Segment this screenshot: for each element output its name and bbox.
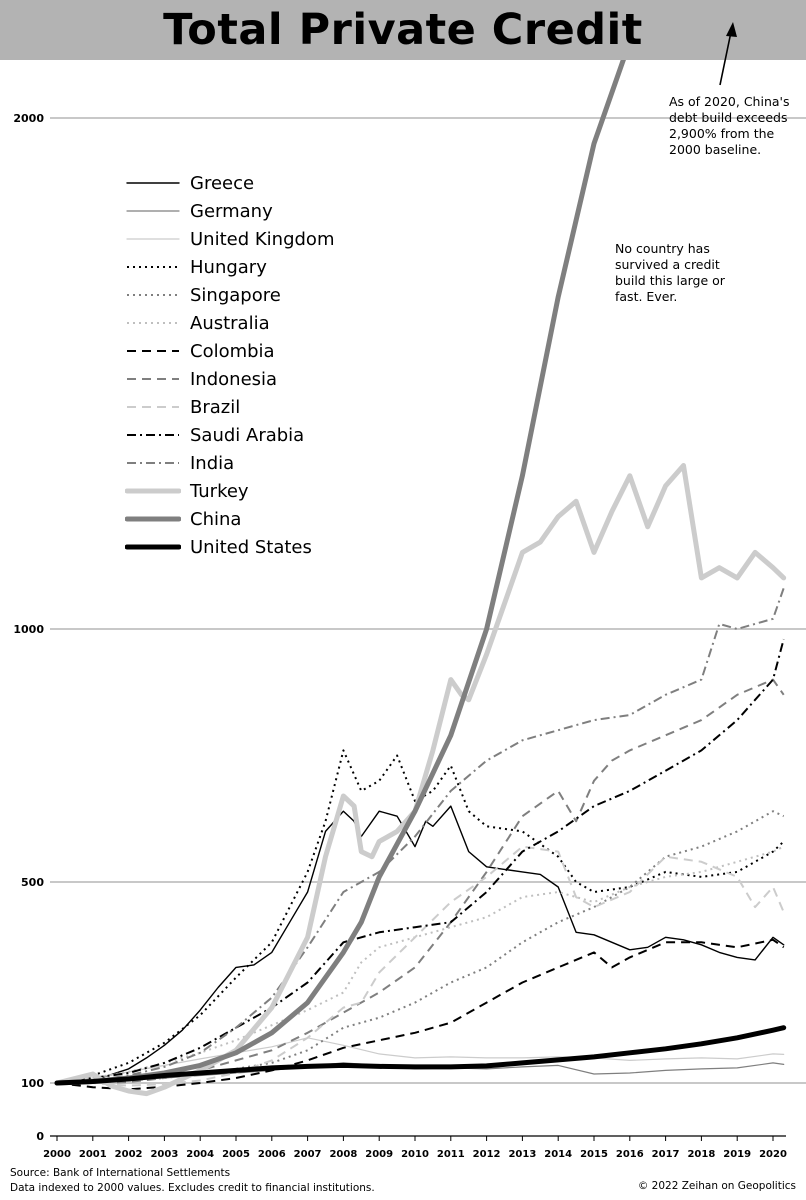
- y-tick-label: 1000: [13, 623, 44, 636]
- y-tick-label: 0: [36, 1130, 44, 1143]
- legend-label: Australia: [190, 313, 270, 334]
- legend-label: Hungary: [190, 257, 267, 278]
- legend-item-saudi-arabia: Saudi Arabia: [125, 424, 385, 450]
- y-tick-label: 100: [21, 1077, 44, 1090]
- legend-label: Saudi Arabia: [190, 425, 305, 446]
- legend-label: United States: [190, 537, 312, 558]
- x-tick-label: 2017: [652, 1149, 680, 1160]
- legend-item-colombia: Colombia: [125, 340, 385, 366]
- legend-item-singapore: Singapore: [125, 284, 385, 310]
- chart-title: Total Private Credit: [163, 5, 643, 55]
- x-tick-label: 2008: [329, 1149, 357, 1160]
- legend-item-united-kingdom: United Kingdom: [125, 228, 385, 254]
- legend-swatch: [127, 462, 179, 464]
- legend-item-brazil: Brazil: [125, 396, 385, 422]
- legend-item-india: India: [125, 452, 385, 478]
- x-tick-label: 2016: [616, 1149, 644, 1160]
- legend-item-united-states: United States: [125, 536, 385, 562]
- x-tick-label: 2009: [365, 1149, 393, 1160]
- annotation-line: 2,900% from the: [669, 126, 775, 141]
- legend-swatch: [127, 434, 179, 436]
- legend-swatch: [126, 210, 180, 212]
- series-line-united-states: [54, 1025, 787, 1086]
- series-line-singapore: [56, 810, 785, 1084]
- legend-item-greece: Greece: [125, 172, 385, 198]
- annotation-line: 2000 baseline.: [669, 142, 762, 157]
- title-bar: Total Private Credit: [0, 0, 806, 60]
- legend-label: Singapore: [190, 285, 281, 306]
- annotation-line: build this large or: [615, 273, 725, 288]
- x-tick-label: 2018: [687, 1149, 715, 1160]
- legend-swatch: [125, 516, 181, 522]
- legend-label: United Kingdom: [190, 229, 335, 250]
- legend-item-germany: Germany: [125, 200, 385, 226]
- x-tick-label: 2011: [437, 1149, 465, 1160]
- y-tick-label: 2000: [13, 112, 44, 125]
- legend-label: China: [190, 509, 242, 530]
- annotation-china-growth: As of 2020, China's debt build exceeds 2…: [669, 94, 804, 158]
- annotation-line: No country has: [615, 241, 710, 256]
- legend-item-australia: Australia: [125, 312, 385, 338]
- series-line-india: [56, 587, 785, 1084]
- legend-item-china: China: [125, 508, 385, 534]
- annotation-line: survived a credit: [615, 257, 720, 272]
- y-tick-label: 500: [21, 876, 44, 889]
- legend-label: Colombia: [190, 341, 275, 362]
- legend-swatch: [127, 378, 179, 380]
- legend-swatch: [127, 350, 179, 352]
- legend-swatch: [125, 488, 181, 494]
- annotation-line: debt build exceeds: [669, 110, 788, 125]
- x-tick-label: 2002: [115, 1149, 143, 1160]
- annotation-no-country: No country has survived a credit build t…: [615, 241, 755, 305]
- legend-swatch: [126, 238, 180, 240]
- annotation-line: As of 2020, China's: [669, 94, 790, 109]
- x-tick-label: 2020: [759, 1149, 787, 1160]
- footer-copyright: © 2022 Zeihan on Geopolitics: [637, 1180, 796, 1192]
- x-tick-label: 2012: [473, 1149, 501, 1160]
- x-tick-label: 2015: [580, 1149, 608, 1160]
- annotation-arrow: [719, 22, 737, 86]
- footer-note: Data indexed to 2000 values. Excludes cr…: [10, 1182, 375, 1194]
- x-tick-label: 2014: [544, 1149, 572, 1160]
- legend-item-hungary: Hungary: [125, 256, 385, 282]
- x-tick-label: 2001: [79, 1149, 107, 1160]
- x-tick-label: 2003: [150, 1149, 178, 1160]
- x-tick-label: 2007: [294, 1149, 322, 1160]
- x-tick-label: 2019: [723, 1149, 751, 1160]
- series-line-greece: [56, 805, 785, 1084]
- legend-label: Brazil: [190, 397, 241, 418]
- arrow-shaft: [719, 31, 732, 86]
- arrow-head: [726, 22, 737, 37]
- x-tick-label: 2000: [43, 1149, 71, 1160]
- legend-swatch: [127, 266, 179, 268]
- x-tick-label: 2010: [401, 1149, 429, 1160]
- legend-swatch: [126, 182, 180, 184]
- legend-item-indonesia: Indonesia: [125, 368, 385, 394]
- legend-label: Greece: [190, 173, 255, 194]
- legend-swatch: [127, 322, 179, 324]
- series-line-hungary: [56, 749, 785, 1084]
- x-tick-label: 2004: [186, 1149, 214, 1160]
- axes: 2000 2001 2002 2003 2004 2005 2006 2007 2008 2009…: [43, 1135, 787, 1160]
- series-line-saudi-arabia: [56, 638, 785, 1084]
- series-line-china: [54, 60, 626, 1086]
- legend-label: Indonesia: [190, 369, 278, 390]
- legend-item-turkey: Turkey: [125, 480, 385, 506]
- footer-source: Source: Bank of International Settlement…: [10, 1167, 231, 1179]
- series-lines: [54, 60, 787, 1097]
- x-tick-label: 2006: [258, 1149, 286, 1160]
- legend-swatch: [127, 294, 179, 296]
- legend-label: India: [190, 453, 235, 474]
- legend-label: Germany: [190, 201, 273, 222]
- legend-swatch: [127, 406, 179, 408]
- x-tick-label: 2013: [508, 1149, 536, 1160]
- x-tick-label: 2005: [222, 1149, 250, 1160]
- series-line-brazil: [57, 845, 785, 1087]
- legend-label: Turkey: [190, 481, 249, 502]
- series-line-united-kingdom: [56, 1037, 785, 1084]
- legend-swatch: [125, 544, 181, 550]
- annotation-line: fast. Ever.: [615, 289, 678, 304]
